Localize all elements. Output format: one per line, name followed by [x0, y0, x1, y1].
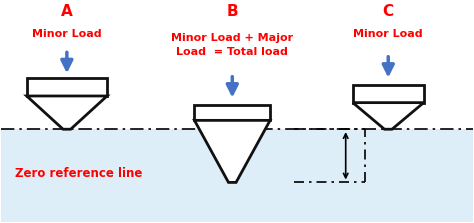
Bar — [353, 85, 424, 103]
Text: Minor Load: Minor Load — [32, 29, 101, 39]
Text: A: A — [61, 4, 73, 19]
Bar — [27, 78, 107, 96]
Polygon shape — [353, 103, 424, 129]
Text: Zero reference line: Zero reference line — [15, 167, 142, 180]
Bar — [194, 105, 270, 120]
Text: Minor Load + Major
Load  = Total load: Minor Load + Major Load = Total load — [171, 33, 293, 57]
Text: B: B — [227, 4, 238, 19]
Bar — [0, 129, 474, 222]
Polygon shape — [27, 96, 107, 129]
Text: Minor Load: Minor Load — [354, 29, 423, 39]
Text: C: C — [383, 4, 394, 19]
Polygon shape — [194, 120, 270, 182]
